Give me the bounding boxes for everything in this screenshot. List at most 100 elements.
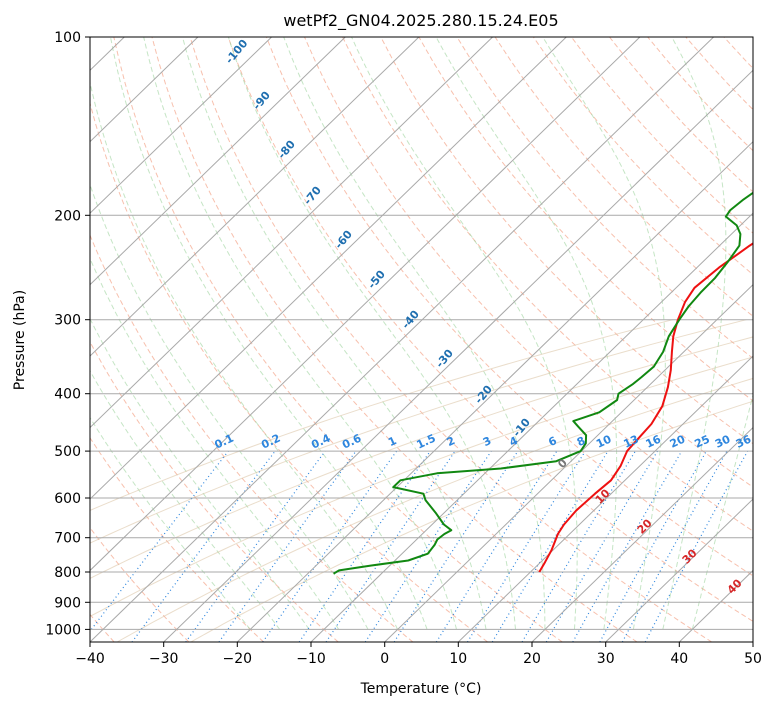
mixing-ratio-line bbox=[621, 450, 728, 642]
y-tick-label: 700 bbox=[54, 531, 81, 547]
dry-adiabat-line bbox=[227, 37, 753, 622]
x-tick-label: −30 bbox=[149, 651, 179, 667]
dry-adiabat-line bbox=[113, 37, 563, 642]
dry-adiabat-line bbox=[90, 233, 414, 642]
moisture-curve bbox=[190, 400, 753, 642]
moist-adiabat-label: 20 bbox=[635, 516, 655, 536]
mixing-ratio-line bbox=[521, 450, 636, 642]
moist-adiabat-line bbox=[90, 317, 310, 630]
moist-adiabat-line bbox=[90, 257, 340, 630]
x-tick-label: −20 bbox=[223, 651, 253, 667]
isotherm-gridline bbox=[236, 140, 753, 642]
isotherm-gridline bbox=[90, 37, 199, 143]
mixing-ratio-label: 36 bbox=[734, 432, 754, 450]
dry-adiabat-line bbox=[494, 37, 753, 317]
y-tick-label: 600 bbox=[54, 491, 81, 507]
dry-adiabat-line bbox=[90, 526, 190, 642]
y-tick-label: 300 bbox=[54, 313, 81, 329]
moisture-curve bbox=[90, 336, 753, 579]
moist-adiabat-line bbox=[283, 37, 546, 630]
x-tick-label: 10 bbox=[449, 651, 467, 667]
isotherm-label: -40 bbox=[399, 308, 422, 332]
isotherm-gridline bbox=[163, 69, 753, 642]
mixing-ratio-line bbox=[572, 450, 683, 642]
mixing-ratio-label: 0.2 bbox=[259, 432, 282, 452]
temperature-profile-line bbox=[538, 242, 753, 573]
moist-adiabat-line bbox=[227, 37, 516, 630]
x-tick-label: 40 bbox=[670, 651, 688, 667]
moist-adiabat-label: 30 bbox=[680, 546, 700, 566]
mixing-ratio-line bbox=[185, 450, 326, 642]
dry-adiabat-line bbox=[304, 37, 753, 532]
moist-adiabat-line bbox=[182, 37, 487, 630]
moisture-curve bbox=[90, 319, 673, 511]
isotherm-gridline bbox=[310, 212, 753, 642]
mixing-ratio-line bbox=[218, 450, 357, 642]
moist-adiabat-line bbox=[542, 37, 666, 630]
x-axis-ticks: −40 −30 −20 −10 0 10 20 30 40 50 bbox=[75, 642, 762, 667]
mixing-ratio-line bbox=[364, 450, 492, 642]
mixing-ratio-line bbox=[262, 450, 398, 642]
mixing-ratio-label: 6 bbox=[546, 434, 559, 449]
mixing-ratio-line bbox=[298, 450, 431, 642]
mixing-ratio-label: 3 bbox=[481, 434, 493, 449]
isotherm-gridline bbox=[90, 37, 641, 572]
moist-adiabat-line bbox=[90, 183, 369, 630]
mixing-ratio-label: 0.1 bbox=[213, 432, 236, 452]
moist-adiabat-line bbox=[90, 416, 251, 630]
dry-adiabat-line bbox=[189, 37, 712, 642]
moist-adiabat-line bbox=[662, 37, 727, 630]
isotherm-label: -50 bbox=[365, 268, 388, 292]
mixing-ratio-label: 16 bbox=[644, 432, 664, 450]
mixing-ratio-label: 1.5 bbox=[415, 432, 438, 452]
isotherm-gridline bbox=[90, 37, 420, 357]
mixing-ratio-label: 25 bbox=[693, 433, 712, 451]
dry-adiabat-line bbox=[342, 37, 753, 488]
x-tick-label: −40 bbox=[75, 651, 105, 667]
dry-adiabat-line bbox=[723, 37, 753, 70]
mixing-ratio-label: 1 bbox=[386, 434, 398, 449]
moist-adiabat-label: 10 bbox=[593, 486, 613, 506]
isotherm-gridline bbox=[384, 283, 753, 642]
dry-adiabat-line bbox=[90, 101, 488, 642]
y-tick-label: 100 bbox=[54, 30, 81, 46]
y-tick-label: 900 bbox=[54, 595, 81, 611]
moist-adiabat-line bbox=[110, 37, 428, 630]
dry-adiabat-line bbox=[151, 37, 638, 642]
mixing-ratio-line bbox=[90, 450, 229, 633]
y-axis-title: Pressure (hPa) bbox=[12, 290, 28, 390]
y-tick-label: 200 bbox=[54, 208, 81, 224]
dry-adiabat-line bbox=[418, 37, 753, 402]
dry-adiabat-line bbox=[762, 37, 775, 642]
moist-adiabat-label: 40 bbox=[725, 576, 745, 596]
isotherm-label: -90 bbox=[250, 89, 273, 113]
y-tick-label: 400 bbox=[54, 387, 81, 403]
mixing-ratio-label: 2 bbox=[445, 434, 457, 449]
moisture-curve bbox=[90, 356, 753, 617]
y-tick-label: 1000 bbox=[45, 622, 81, 638]
mixing-ratio-label: 20 bbox=[668, 432, 688, 450]
isotherm-gridline bbox=[531, 426, 753, 642]
x-axis-title: Temperature (°C) bbox=[360, 681, 482, 697]
moist-adiabat-line bbox=[351, 37, 578, 630]
dry-adiabat-line bbox=[90, 436, 264, 642]
x-tick-label: −10 bbox=[296, 651, 326, 667]
mixing-ratio-label: 0.4 bbox=[309, 431, 332, 451]
mixing-ratio-line bbox=[545, 450, 659, 642]
moisture-curve bbox=[90, 319, 747, 544]
mixing-ratio-label: 30 bbox=[713, 432, 733, 450]
x-tick-label: 50 bbox=[744, 651, 762, 667]
dry-adiabat-line bbox=[265, 37, 753, 577]
mixing-ratio-line bbox=[466, 450, 586, 642]
isotherm-gridline bbox=[605, 498, 753, 642]
mixing-ratio-line bbox=[325, 450, 456, 642]
isotherm-gridline bbox=[457, 355, 753, 642]
mixing-ratio-label: 10 bbox=[594, 432, 614, 450]
chart-title: wetPf2_GN04.2025.280.15.24.E05 bbox=[283, 11, 558, 31]
moist-adiabat-line bbox=[90, 80, 399, 630]
x-tick-label: 0 bbox=[380, 651, 389, 667]
y-tick-label: 500 bbox=[54, 444, 81, 460]
x-tick-label: 20 bbox=[523, 651, 541, 667]
